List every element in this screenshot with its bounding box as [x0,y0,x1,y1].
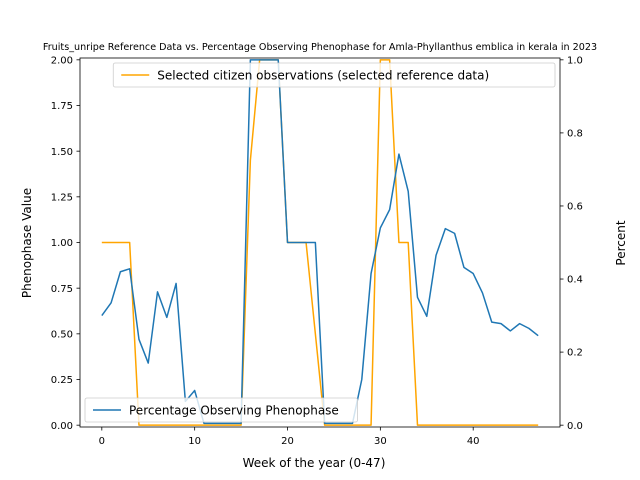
y-left-tick-label: 0.00 [51,421,73,432]
y-axis-right: 0.0 0.2 0.4 0.6 0.8 1.0 [560,55,583,432]
x-tick-label: 0 [99,436,105,447]
legend-box [84,397,358,423]
y-axis-label-left: Phenophase Value [20,188,34,298]
legend-label: Selected citizen observations (selected … [157,68,489,82]
y-right-tick-label: 0.8 [567,128,583,139]
legend-label: Percentage Observing Phenophase [129,403,339,417]
y-left-tick-label: 0.75 [51,284,73,295]
legend-0: Selected citizen observations (selected … [112,62,556,88]
legend-1: Percentage Observing Phenophase [84,397,358,423]
y-left-tick-label: 1.50 [51,147,73,158]
y-right-tick-label: 0.6 [567,202,583,213]
series-line-0 [101,59,539,426]
y-right-tick-label: 0.0 [567,421,583,432]
x-tick-label: 10 [188,436,201,447]
x-axis-label: Week of the year (0-47) [243,456,386,470]
x-tick-label: 30 [374,436,387,447]
y-left-tick-label: 1.00 [51,238,73,249]
y-left-tick-label: 1.25 [51,192,73,203]
legend-box [112,62,556,88]
y-right-tick-label: 0.2 [567,348,583,359]
x-axis: 0 10 20 30 40 [99,427,480,447]
legends: Selected citizen observations (selected … [84,62,556,423]
x-tick-label: 20 [281,436,294,447]
y-axis-left: 0.00 0.25 0.50 0.75 1.00 1.25 1.50 1.75 2.00 [51,55,80,432]
y-left-tick-label: 0.25 [51,375,73,386]
y-left-tick-label: 2.00 [51,55,73,66]
y-right-tick-label: 0.4 [567,275,583,286]
y-left-tick-label: 0.50 [51,329,73,340]
y-left-tick-label: 1.75 [51,101,73,112]
chart-title: Fruits_unripe Reference Data vs. Percent… [43,42,597,53]
y-axis-label-right: Percent [614,220,628,265]
series-line-1 [101,59,539,425]
x-tick-label: 40 [467,436,480,447]
y-right-tick-label: 1.0 [567,55,583,66]
